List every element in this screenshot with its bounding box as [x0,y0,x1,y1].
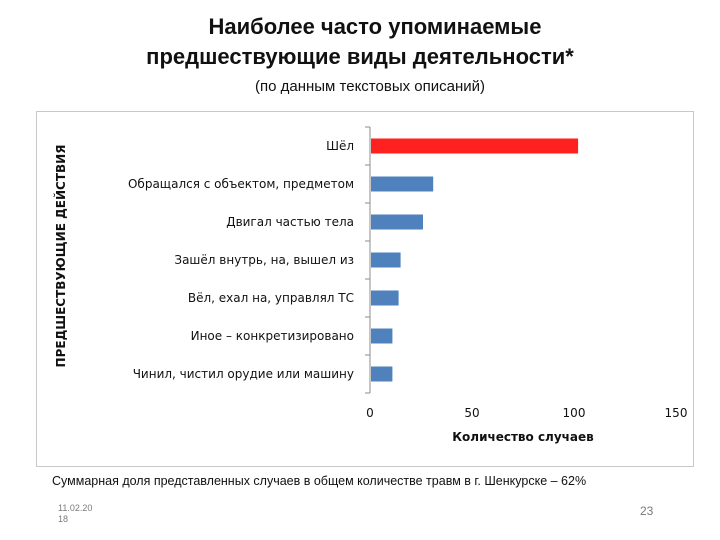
bar-0 [371,138,579,154]
x-tick-label: 100 [563,406,586,420]
category-label: Иное – конкретизировано [191,329,354,343]
footnote: Суммарная доля представленных случаев в … [52,474,587,488]
slide-subtitle: (по данным текстовых описаний) [254,78,485,95]
title-line-1: Наиболее часто упоминаемые [208,14,542,39]
slide-date: 11.02.20 18 [58,503,118,525]
date-line-1: 11.02.20 [58,503,93,513]
bar-5 [371,328,393,344]
chart-frame [36,111,694,467]
category-label: Двигал частью тела [226,215,354,229]
y-axis-title: ПРЕДШЕСТВУЮЩИЕ ДЕЙСТВИЯ [53,145,68,368]
bar-1 [371,176,434,192]
x-tick-label: 150 [665,406,688,420]
labels-group: Шёл Обращался с объектом, предметом Двигал… [128,139,687,420]
bars-group [371,138,579,382]
date-line-2: 18 [58,514,69,524]
bar-2 [371,214,423,230]
category-label: Чинил, чистил орудие или машину [133,367,354,381]
x-tick-label: 50 [464,406,479,420]
category-label: Обращался с объектом, предметом [128,177,354,191]
slide-title: Наиболее часто упоминаемые предшествующи… [0,12,720,72]
bar-3 [371,252,401,268]
category-label: Зашёл внутрь, на, вышел из [174,253,354,267]
category-label: Вёл, ехал на, управлял ТС [188,291,354,305]
x-axis-title: Количество случаев [452,430,594,444]
bar-6 [371,366,393,382]
bar-4 [371,290,399,306]
title-line-2: предшествующие виды деятельности* [146,44,574,69]
x-tick-label: 0 [366,406,374,420]
axes-group [365,126,371,394]
category-label: Шёл [326,139,354,153]
page-number: 23 [640,504,654,518]
